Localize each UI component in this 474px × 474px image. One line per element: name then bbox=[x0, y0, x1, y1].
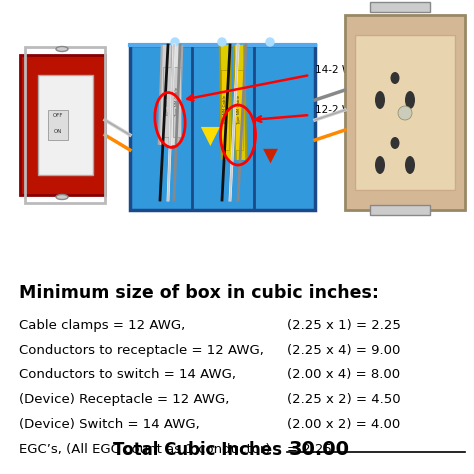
Text: 30.00: 30.00 bbox=[289, 440, 350, 459]
Circle shape bbox=[398, 106, 412, 120]
Bar bbox=[20, 55, 105, 195]
Text: OFF: OFF bbox=[53, 113, 63, 118]
Bar bbox=[130, 45, 315, 210]
Bar bbox=[235, 70, 243, 150]
Bar bbox=[355, 35, 455, 190]
Text: Type NM Cable: Type NM Cable bbox=[237, 95, 241, 125]
Text: Type NM Cable: Type NM Cable bbox=[175, 87, 179, 117]
Ellipse shape bbox=[56, 194, 68, 200]
Bar bbox=[25, 47, 105, 203]
Text: 14-2 WG Type NM Cable: 14-2 WG Type NM Cable bbox=[315, 65, 440, 75]
Bar bbox=[370, 205, 430, 215]
Text: Type NM Cable: Type NM Cable bbox=[165, 87, 169, 117]
Text: Minimum size of box in cubic inches:: Minimum size of box in cubic inches: bbox=[19, 284, 379, 302]
Bar bbox=[370, 2, 430, 12]
Circle shape bbox=[218, 38, 226, 46]
Ellipse shape bbox=[375, 91, 385, 109]
Text: = 2.25: = 2.25 bbox=[287, 443, 332, 456]
Circle shape bbox=[266, 38, 274, 46]
Bar bbox=[173, 67, 181, 137]
Text: (2.25 x 2) = 4.50: (2.25 x 2) = 4.50 bbox=[287, 393, 401, 406]
Text: Total Cubic Inches: Total Cubic Inches bbox=[113, 441, 282, 459]
Text: (2.00 x 4) = 8.00: (2.00 x 4) = 8.00 bbox=[287, 368, 400, 381]
Text: ▼: ▼ bbox=[263, 146, 277, 164]
Text: 12-2 WG Type NM Cable: 12-2 WG Type NM Cable bbox=[315, 105, 440, 115]
Text: (Device) Receptacle = 12 AWG,: (Device) Receptacle = 12 AWG, bbox=[19, 393, 229, 406]
Ellipse shape bbox=[405, 156, 415, 174]
Bar bbox=[38, 75, 93, 175]
Text: EGC’s, (All EGC count as 1 conductor): EGC’s, (All EGC count as 1 conductor) bbox=[19, 443, 271, 456]
Bar bbox=[48, 110, 68, 140]
Text: Cable clamps = 12 AWG,: Cable clamps = 12 AWG, bbox=[19, 319, 185, 332]
Ellipse shape bbox=[375, 156, 385, 174]
Ellipse shape bbox=[56, 46, 68, 52]
Text: (2.00 x 2) = 4.00: (2.00 x 2) = 4.00 bbox=[287, 418, 400, 431]
Text: Conductors to switch = 14 AWG,: Conductors to switch = 14 AWG, bbox=[19, 368, 236, 381]
Ellipse shape bbox=[391, 72, 400, 84]
Ellipse shape bbox=[391, 137, 400, 149]
Text: ▲: ▲ bbox=[201, 123, 219, 147]
Text: Type NM Cable: Type NM Cable bbox=[223, 95, 227, 125]
Bar bbox=[163, 67, 171, 137]
Text: Conductors to receptacle = 12 AWG,: Conductors to receptacle = 12 AWG, bbox=[19, 344, 264, 356]
Text: (2.25 x 1) = 2.25: (2.25 x 1) = 2.25 bbox=[287, 319, 401, 332]
Bar bbox=[345, 15, 465, 210]
Bar bbox=[221, 70, 229, 150]
Circle shape bbox=[171, 38, 179, 46]
Ellipse shape bbox=[405, 91, 415, 109]
Text: (Device) Switch = 14 AWG,: (Device) Switch = 14 AWG, bbox=[19, 418, 200, 431]
Text: (2.25 x 4) = 9.00: (2.25 x 4) = 9.00 bbox=[287, 344, 400, 356]
Text: ON: ON bbox=[54, 129, 62, 134]
